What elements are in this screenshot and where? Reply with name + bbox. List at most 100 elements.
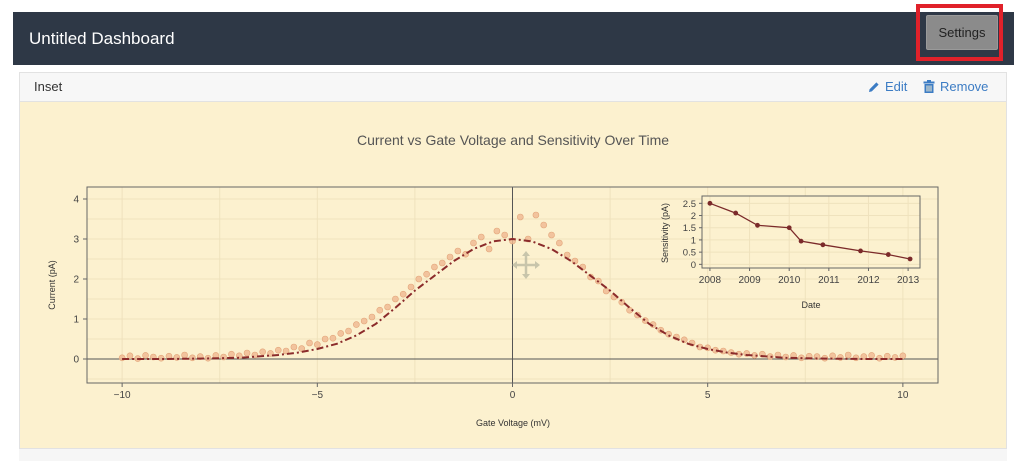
sensitivity-point	[858, 248, 863, 254]
scatter-point	[485, 245, 493, 253]
x-tick-label: 0	[510, 390, 516, 401]
settings-button[interactable]: Settings	[926, 15, 998, 50]
scatter-point	[345, 327, 352, 335]
panel-footer-strip	[19, 449, 1007, 461]
scatter-point	[306, 339, 313, 347]
scatter-point	[228, 350, 235, 358]
scatter-point	[384, 303, 391, 311]
inset-y-tick-label: 2	[691, 211, 696, 222]
x-tick-label: −5	[312, 390, 324, 401]
sensitivity-point	[907, 256, 913, 262]
sensitivity-point	[707, 200, 713, 206]
inset-y-tick-label: 1	[691, 235, 696, 246]
inset-y-tick-label: 2.5	[683, 199, 696, 210]
settings-highlight-box: Settings	[916, 4, 1003, 61]
sensitivity-point	[733, 210, 739, 216]
y-tick-label: 0	[73, 355, 79, 366]
scatter-point	[470, 239, 477, 247]
scatter-point	[431, 263, 438, 271]
edit-link[interactable]: Edit	[868, 79, 907, 94]
scatter-point	[321, 335, 329, 343]
scatter-point	[360, 317, 368, 325]
inset-x-axis-label: Date	[801, 300, 820, 310]
remove-link[interactable]: Remove	[923, 79, 988, 94]
scatter-point	[454, 247, 462, 255]
trash-icon	[923, 80, 935, 93]
scatter-point	[899, 352, 907, 360]
y-tick-label: 1	[73, 315, 79, 326]
pencil-icon	[869, 82, 879, 92]
sensitivity-points	[707, 200, 913, 262]
scatter-point	[415, 275, 423, 283]
scatter-point	[532, 211, 540, 219]
y-axis-label: Current (pA)	[47, 260, 57, 310]
scatter-point	[259, 348, 266, 356]
scatter-point	[493, 227, 501, 235]
scatter-point	[829, 352, 836, 360]
scatter-point	[298, 345, 306, 352]
inset-y-tick-label: 1.5	[683, 223, 696, 234]
scatter-point	[438, 259, 446, 267]
chart: Current vs Gate Voltage and Sensitivity …	[47, 132, 939, 428]
inset-plot-ticks: 2008 2009 2010 2011 2012 2013 00.5 11.522.5	[683, 199, 920, 286]
inset-plot-background	[702, 196, 920, 268]
y-tick-label: 3	[73, 235, 79, 246]
scatter-point	[368, 313, 376, 321]
panel-title: Inset	[34, 79, 63, 94]
x-axis-label: Gate Voltage (mV)	[476, 418, 550, 428]
inset-y-tick-label: 0	[691, 260, 696, 271]
sensitivity-point	[798, 238, 804, 244]
sensitivity-point	[786, 225, 792, 231]
scatter-point	[329, 334, 337, 342]
inset-x-tick-label: 2011	[818, 275, 840, 286]
scatter-point	[602, 287, 610, 295]
scatter-point	[392, 295, 399, 303]
scatter-point	[126, 352, 134, 360]
scatter-point	[376, 306, 384, 314]
scatter-point	[556, 239, 563, 247]
scatter-point	[290, 343, 298, 351]
remove-label: Remove	[940, 79, 989, 94]
scatter-point	[548, 231, 555, 239]
scatter-point	[243, 349, 251, 357]
inset-plot-grid	[702, 196, 920, 268]
scatter-point	[181, 351, 188, 359]
inset-x-tick-label: 2012	[857, 275, 880, 286]
scatter-point	[477, 233, 485, 241]
inset-x-tick-label: 2008	[699, 275, 722, 286]
y-tick-label: 2	[73, 275, 79, 286]
chart-title: Current vs Gate Voltage and Sensitivity …	[357, 132, 669, 148]
sensitivity-point	[820, 242, 826, 248]
inset-plot-frame	[701, 195, 921, 269]
inset-y-axis-label: Sensitivity (pA)	[660, 203, 670, 263]
scatter-point	[407, 283, 415, 291]
scatter-point	[501, 231, 508, 239]
scatter-point	[399, 290, 407, 298]
inset-panel: Inset Edit Remove Current vs Gate Voltag…	[19, 72, 1007, 449]
inset-x-tick-label: 2009	[738, 275, 761, 286]
scatter-point	[142, 352, 149, 359]
x-tick-label: 10	[897, 390, 909, 401]
move-cursor-icon	[512, 251, 540, 279]
scatter-point	[423, 270, 430, 278]
scatter-point	[282, 347, 290, 355]
scatter-point	[314, 341, 321, 348]
x-tick-label: 5	[705, 390, 711, 401]
scatter-point	[540, 221, 548, 229]
scatter-point	[517, 213, 524, 221]
dashboard-title: Untitled Dashboard	[29, 29, 175, 48]
fit-curve	[122, 237, 903, 360]
panel-header: Inset Edit Remove	[20, 73, 1006, 102]
edit-label: Edit	[885, 79, 908, 94]
scatter-point	[446, 253, 454, 261]
inset-x-tick-label: 2010	[778, 275, 801, 286]
y-tick-label: 4	[73, 195, 79, 206]
sensitivity-point	[885, 252, 891, 257]
navbar: Untitled Dashboard Settings	[13, 4, 1014, 65]
scatter-point	[274, 346, 282, 354]
sensitivity-point	[755, 222, 760, 228]
inset-x-tick-label: 2013	[897, 275, 920, 286]
inset-y-tick-label: 0.5	[683, 248, 696, 259]
scatter-point	[868, 352, 875, 359]
